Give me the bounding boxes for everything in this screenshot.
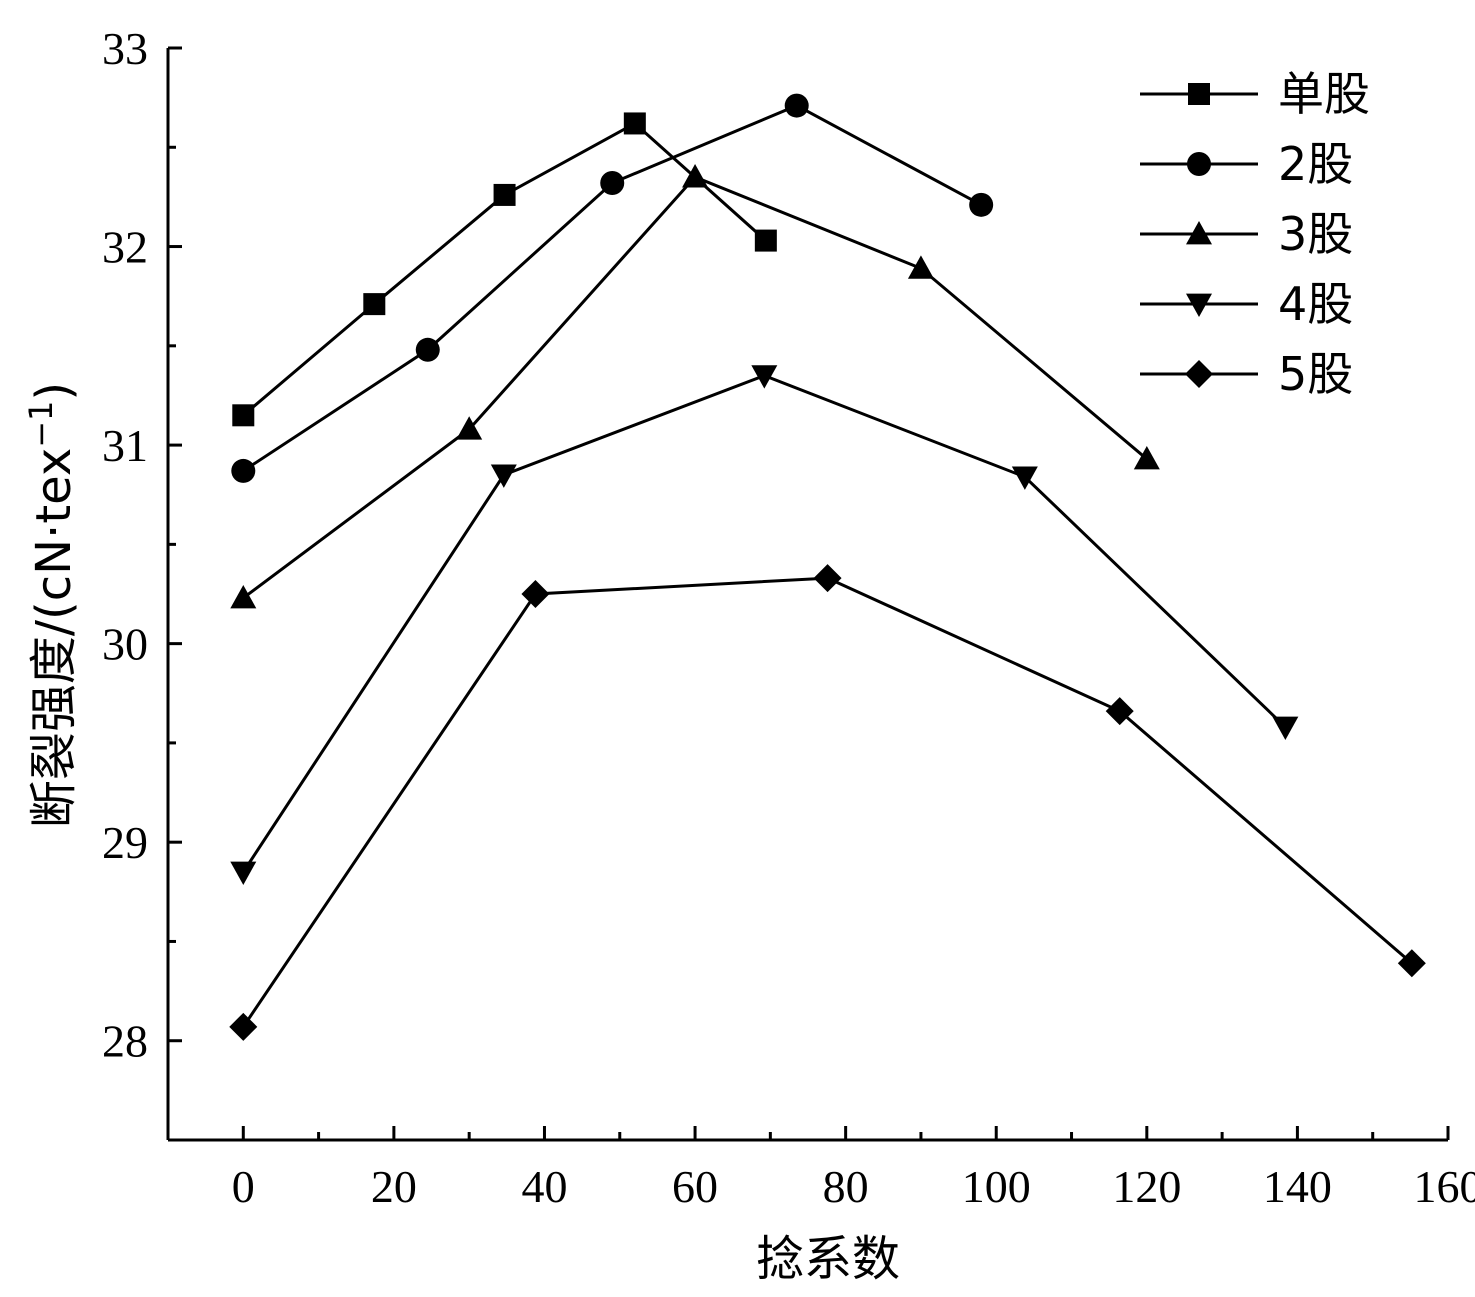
series-2-point (231, 458, 256, 483)
legend-label: 4股 (1278, 277, 1353, 331)
y-tick-label: 28 (102, 1016, 148, 1067)
legend-entry-4: 4股 (1140, 277, 1353, 331)
legend-label: 5股 (1278, 347, 1353, 401)
series-1 (232, 112, 777, 427)
series-1-point (754, 229, 777, 252)
series-5-point (1397, 949, 1426, 978)
series-3-line (242, 175, 1148, 600)
series-4-point (1272, 716, 1299, 741)
legend-marker (1187, 152, 1211, 176)
series-1-line (242, 121, 767, 417)
y-tick-label: 30 (102, 619, 148, 670)
series-5-point (813, 564, 842, 593)
y-axis-label: 断裂强度/(cN·tex−1) (22, 382, 82, 828)
series-2-point (969, 192, 994, 217)
series-5-point (229, 1012, 258, 1041)
series-3-point (1133, 445, 1160, 470)
x-tick-label: 120 (1112, 1161, 1181, 1212)
series-1-point (232, 404, 255, 427)
legend-label: 单股 (1278, 67, 1370, 121)
x-tick-label: 80 (823, 1161, 869, 1212)
series-1-point (493, 183, 516, 206)
series-4 (230, 365, 1299, 885)
legend-entry-2: 2股 (1140, 137, 1353, 191)
series-1-point (363, 293, 386, 316)
series-3-point (230, 584, 257, 609)
series-4-point (230, 861, 257, 885)
x-tick-label: 60 (672, 1161, 718, 1212)
legend-entry-5: 5股 (1140, 347, 1353, 401)
series-layer (229, 93, 1426, 1041)
legend-entry-1: 单股 (1140, 67, 1370, 121)
x-tick-label: 0 (232, 1161, 255, 1212)
series-5-point (521, 580, 550, 608)
legend-marker (1188, 83, 1210, 105)
legend-label: 2股 (1278, 137, 1353, 191)
y-tick-label: 29 (102, 817, 148, 868)
y-ticks: 28 29 30 31 32 33 (102, 23, 182, 1142)
series-5-point (1105, 697, 1134, 726)
legend-marker (1186, 293, 1212, 317)
series-3 (230, 164, 1160, 609)
series-3-point (907, 255, 934, 279)
y-axis-label-sup: −1 (22, 401, 60, 448)
series-2-point (784, 93, 809, 118)
series-2 (231, 93, 994, 483)
series-5-line (242, 576, 1413, 1028)
y-axis-label-close: ) (26, 382, 82, 401)
y-axis-label-main: 断裂强度/(cN·tex (26, 448, 82, 828)
series-4-point (490, 464, 517, 488)
legend-entry-3: 3股 (1140, 207, 1353, 261)
series-3-point (682, 164, 709, 188)
series-4-point (1011, 466, 1038, 490)
series-5 (229, 564, 1426, 1041)
legend-label: 3股 (1278, 207, 1353, 261)
legend-marker (1185, 360, 1213, 388)
x-tick-label: 100 (962, 1161, 1031, 1212)
x-axis-label: 捻系数 (756, 1231, 900, 1287)
y-tick-label: 31 (102, 420, 148, 471)
legend-marker (1186, 221, 1212, 245)
series-2-point (415, 337, 440, 362)
x-tick-label: 40 (521, 1161, 567, 1212)
y-tick-label: 33 (102, 23, 148, 74)
plot-area (166, 48, 1448, 1142)
x-ticks: 0 20 40 60 80 100 120 140 160 (166, 1126, 1475, 1212)
series-1-point (623, 112, 646, 135)
x-tick-label: 160 (1414, 1161, 1475, 1212)
x-tick-label: 140 (1263, 1161, 1332, 1212)
series-2-point (600, 171, 625, 196)
x-tick-label: 20 (371, 1161, 417, 1212)
y-tick-label: 32 (102, 222, 148, 273)
legend: 单股 2股 3股 4股 5股 (1140, 67, 1370, 401)
series-3-point (456, 416, 483, 440)
series-4-point (751, 365, 778, 389)
